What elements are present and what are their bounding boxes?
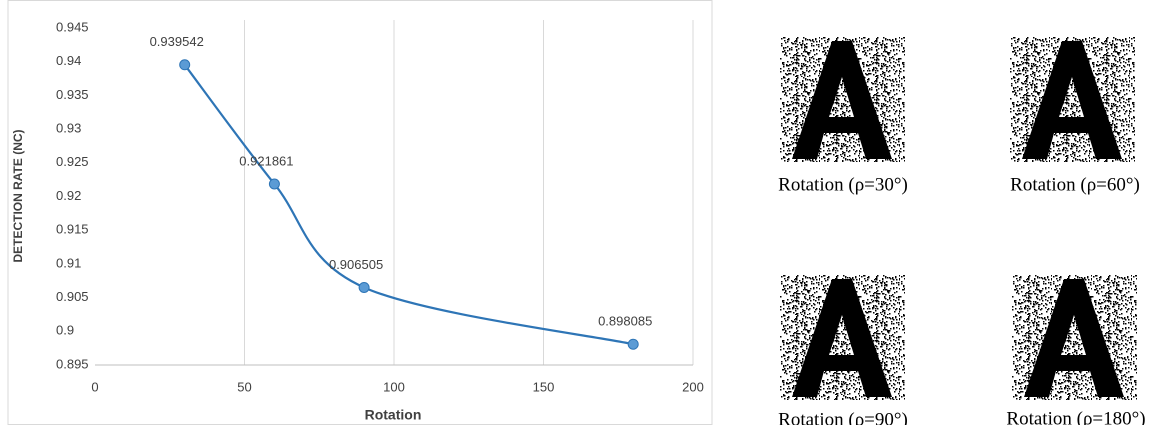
y-tick-label: 0.93 <box>56 121 81 136</box>
image <box>1012 275 1137 400</box>
y-tick-label: 0.925 <box>56 154 89 169</box>
data-point <box>180 60 190 70</box>
image <box>780 275 905 400</box>
data-point <box>359 282 369 292</box>
y-tick-label: 0.905 <box>56 289 89 304</box>
y-tick-label: 0.92 <box>56 188 81 203</box>
x-tick-label: 0 <box>91 379 98 394</box>
chart-border <box>8 1 712 425</box>
y-tick-label: 0.94 <box>56 53 81 68</box>
y-tick-label: 0.945 <box>56 19 89 34</box>
x-axis-label: Rotation <box>365 407 422 423</box>
figure: Rotation DETECTION RATE (NC) Rotation (ρ… <box>0 0 1174 425</box>
data-label: 0.906505 <box>329 257 383 272</box>
data-label: 0.921861 <box>239 153 293 168</box>
image <box>1010 37 1135 162</box>
image-caption: Rotation (ρ=60°) <box>1010 174 1140 195</box>
image-caption: Rotation (ρ=90°) <box>778 409 908 425</box>
y-axis-label: DETECTION RATE (NC) <box>11 129 25 262</box>
image-caption: Rotation (ρ=180°) <box>1006 408 1145 425</box>
data-label: 0.939542 <box>150 34 204 49</box>
y-tick-label: 0.915 <box>56 222 89 237</box>
x-tick-label: 150 <box>533 379 555 394</box>
image-caption: Rotation (ρ=30°) <box>778 174 908 195</box>
x-tick-label: 200 <box>682 379 704 394</box>
image <box>780 37 905 162</box>
x-tick-label: 100 <box>383 379 405 394</box>
page: Rotation DETECTION RATE (NC) Rotation (ρ… <box>0 0 1174 425</box>
image-panel: Rotation (ρ=30°) Rotation (ρ=60°) Rotati… <box>778 37 1145 425</box>
data-point <box>269 179 279 189</box>
y-tick-label: 0.935 <box>56 87 89 102</box>
x-tick-label: 50 <box>237 379 251 394</box>
y-tick-label: 0.9 <box>56 323 74 338</box>
y-tick-label: 0.91 <box>56 255 81 270</box>
data-label: 0.898085 <box>598 314 652 329</box>
y-tick-label: 0.895 <box>56 356 89 371</box>
data-point <box>628 339 638 349</box>
